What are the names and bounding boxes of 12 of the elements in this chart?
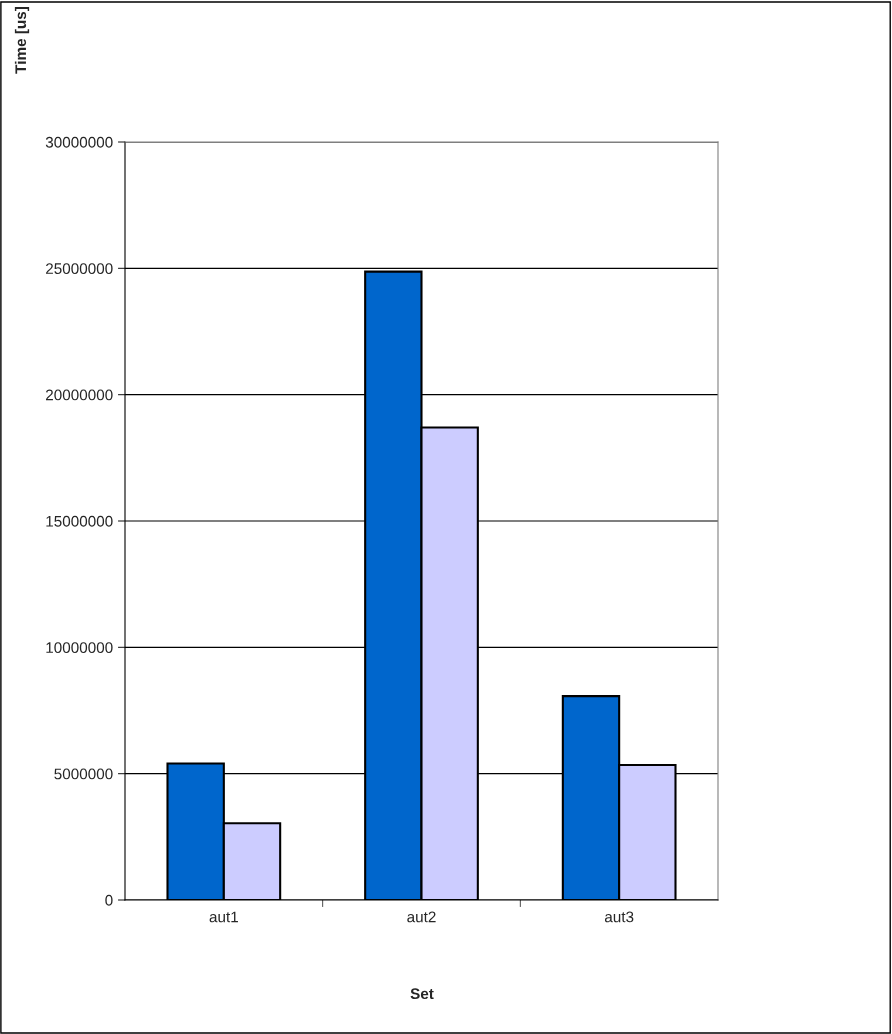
y-tick-label: 30000000 — [45, 136, 113, 148]
y-tick-label: 25000000 — [46, 263, 113, 275]
x-tick-label: aut1 — [209, 911, 238, 923]
y-tick-label: 10000000 — [46, 642, 113, 654]
x-axis-title: Set — [410, 988, 434, 1000]
y-tick-label: 15000000 — [46, 515, 113, 527]
y-axis-title: Time [us] — [14, 7, 30, 74]
y-tick-label: 5000000 — [54, 768, 113, 780]
y-tick-label: 0 — [105, 894, 113, 906]
y-tick-label: 20000000 — [46, 389, 113, 401]
x-tick-label: aut3 — [604, 911, 634, 923]
x-tick-label: aut2 — [407, 911, 436, 923]
